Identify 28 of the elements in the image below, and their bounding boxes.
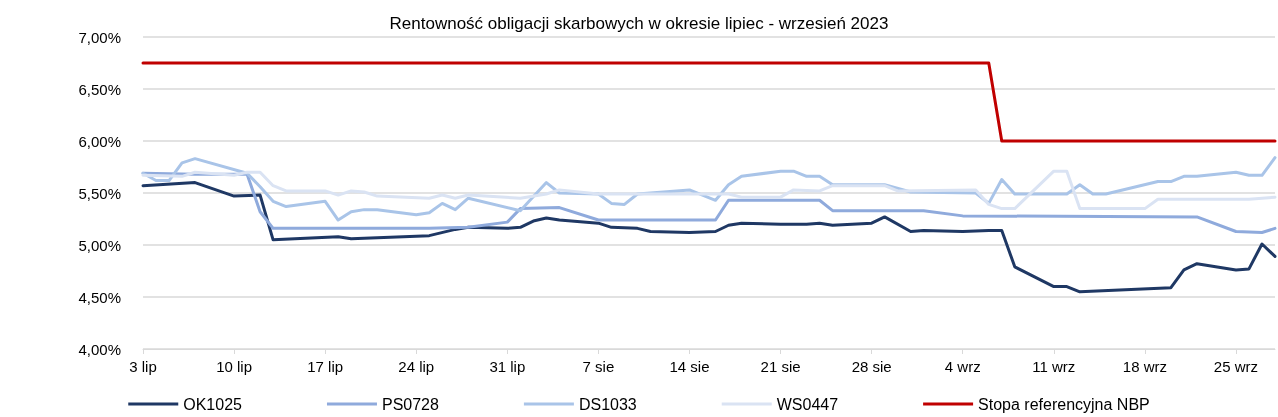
x-tick-label: 25 wrz [1213, 358, 1259, 375]
y-tick-label: 4,00% [78, 340, 121, 358]
y-tick-label: 5,00% [78, 236, 121, 254]
x-tick-label: 10 lip [216, 358, 253, 375]
x-tick-label: 4 wrz [944, 358, 981, 375]
x-tick-label: 17 lip [307, 358, 344, 375]
y-tick-label: 6,00% [78, 132, 121, 150]
chart-title: Rentowność obligacji skarbowych w okresie lipiec - wrzesień 2023 [389, 14, 889, 33]
y-tick-label: 6,50% [78, 80, 121, 98]
x-tick-label: 28 sie [851, 358, 892, 375]
legend-label: OK1025 [183, 395, 243, 413]
line-series [141, 169, 1277, 211]
x-tick-label: 14 sie [669, 358, 710, 375]
x-tick-label: 11 wrz [1032, 358, 1076, 375]
x-tick-label: 7 sie [582, 358, 615, 375]
x-tick-label: 18 wrz [1122, 358, 1167, 375]
x-tick-label: 21 sie [760, 358, 801, 375]
legend-label: Stopa referencyjna NBP [978, 395, 1150, 413]
legend-label: PS0728 [381, 395, 440, 413]
y-tick-label: 4,50% [78, 288, 121, 306]
x-tick-label: 24 lip [398, 358, 435, 375]
x-tick-label: 31 lip [489, 358, 526, 375]
y-tick-label: 5,50% [78, 184, 121, 202]
legend-label: WS0447 [776, 395, 839, 413]
line-series [141, 181, 1277, 294]
y-tick-label: 7,00% [78, 28, 121, 46]
legend-label: DS1033 [578, 395, 637, 413]
x-tick-label: 3 lip [129, 358, 157, 375]
